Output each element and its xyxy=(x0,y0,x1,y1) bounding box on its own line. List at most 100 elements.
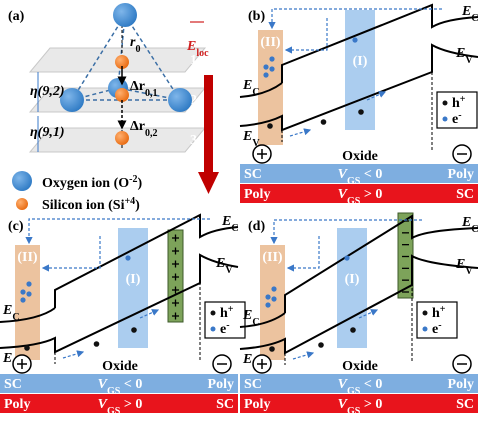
ev-label-part: V xyxy=(465,266,473,277)
oxygen-ion xyxy=(168,88,192,112)
region-label: (II) xyxy=(17,250,38,265)
electron xyxy=(26,291,32,297)
oxygen-ion xyxy=(113,3,137,27)
electron xyxy=(269,66,275,72)
hole xyxy=(350,327,356,333)
legend-text-part: ) xyxy=(135,198,140,213)
ec-label-part: C xyxy=(12,312,19,323)
oxygen-ion xyxy=(60,88,84,112)
bias-bar-negative xyxy=(240,374,478,393)
legend-text-part: e xyxy=(220,322,226,337)
ec-label-part: C xyxy=(471,13,478,24)
bias-label: SC xyxy=(244,377,262,392)
ec-label-part: C xyxy=(471,224,478,235)
ev-label: EV xyxy=(455,257,473,277)
bias-label-part: > 0 xyxy=(120,397,142,412)
ev-label-part: E xyxy=(455,46,465,61)
ec-label-part: E xyxy=(242,308,252,323)
legend-electron xyxy=(422,326,428,332)
band-edge xyxy=(239,82,283,98)
electron xyxy=(20,297,26,303)
legend-box xyxy=(436,91,478,129)
legend-text-part: Oxygen ion (O xyxy=(42,176,129,191)
electron xyxy=(26,281,32,287)
bias-label-part: < 0 xyxy=(360,377,382,392)
bias-label-part: GS xyxy=(347,176,361,187)
legend-text-part: e xyxy=(452,112,458,127)
r0-label: r0 xyxy=(130,35,140,55)
arrow xyxy=(62,350,85,359)
legend-text-part: h xyxy=(432,306,440,321)
hole xyxy=(358,109,364,115)
layer-number: 2 xyxy=(190,93,197,108)
panel-label: (c) xyxy=(8,219,24,234)
bias-label-part: V xyxy=(98,397,109,412)
bias-label-part: GS xyxy=(107,406,121,417)
electron xyxy=(265,302,271,308)
ec-label: EC xyxy=(221,214,239,234)
legend-box xyxy=(204,301,246,339)
bias-label-part: GS xyxy=(347,386,361,397)
field-label: Eloc xyxy=(186,39,209,59)
bias-label-part: GS xyxy=(347,406,361,417)
bias-label: Poly xyxy=(244,397,270,412)
arrow xyxy=(268,8,442,30)
bias-label: SC xyxy=(456,397,474,412)
panel-label: (d) xyxy=(248,219,265,234)
legend-text-part: + xyxy=(460,94,466,105)
bias-bar-positive xyxy=(0,394,238,413)
bias-label: VGS < 0 xyxy=(338,377,383,397)
hole xyxy=(269,346,275,352)
ev-label-part: E xyxy=(215,256,225,271)
ev-label-part: V xyxy=(225,265,233,276)
hole xyxy=(267,123,273,129)
region-label: (II) xyxy=(262,250,283,265)
legend-text: h+ xyxy=(452,94,466,112)
ev-label-part: E xyxy=(242,129,252,144)
region-label: (I) xyxy=(345,272,360,287)
electron xyxy=(263,72,269,78)
electron xyxy=(352,37,358,43)
bias-label: VGS > 0 xyxy=(98,397,143,417)
bias-bar-negative xyxy=(0,374,238,393)
bias-label-part: < 0 xyxy=(360,167,382,182)
electron xyxy=(344,255,350,261)
legend-silicon xyxy=(16,198,28,210)
legend-text-part: e xyxy=(432,322,438,337)
electron xyxy=(125,255,131,261)
ev-label: EV xyxy=(242,129,260,149)
legend-text-part: -2 xyxy=(129,174,137,185)
electron xyxy=(269,56,275,62)
arrow xyxy=(292,351,315,360)
dr01-label: Δr0,1 xyxy=(130,79,158,99)
bias-label: SC xyxy=(216,397,234,412)
electron xyxy=(271,296,277,302)
eta-label: η(9,2) xyxy=(30,84,65,99)
bias-label-part: V xyxy=(338,377,349,392)
bias-label-part: V xyxy=(98,377,109,392)
bias-label: SC xyxy=(244,167,262,182)
legend-text-part: h xyxy=(220,306,228,321)
legend-hole xyxy=(442,100,448,106)
region-label: (II) xyxy=(260,35,281,50)
band-edge xyxy=(0,253,239,354)
bias-label: VGS < 0 xyxy=(338,167,383,187)
oxide-label: Oxide xyxy=(342,149,378,164)
bias-label-part: < 0 xyxy=(120,377,142,392)
ec-label-part: E xyxy=(461,4,471,19)
hole xyxy=(24,345,30,351)
hole xyxy=(131,327,137,333)
legend-hole xyxy=(210,310,216,316)
band-edge xyxy=(281,3,478,83)
bias-label: Poly xyxy=(4,397,30,412)
legend-text-part: + xyxy=(228,304,234,315)
ec-label: EC xyxy=(461,4,478,24)
hole xyxy=(93,341,100,347)
legend-text-part: h xyxy=(452,96,460,111)
oxide-label: Oxide xyxy=(342,359,378,374)
dr02-label-part: Δr xyxy=(130,119,145,134)
legend-text: e- xyxy=(432,320,442,338)
bias-bar-negative xyxy=(240,164,478,183)
bias-label-part: V xyxy=(338,167,349,182)
bias-bar-positive xyxy=(240,394,478,413)
